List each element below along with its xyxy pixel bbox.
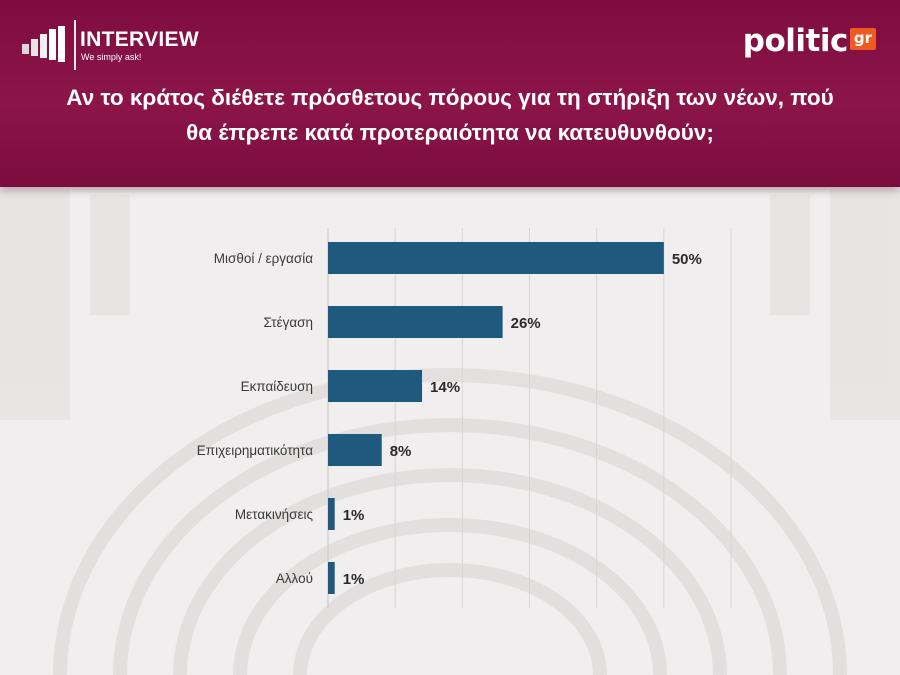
bar-chart-logo-icon	[22, 26, 65, 62]
bar	[328, 562, 335, 594]
bar	[328, 498, 335, 530]
interview-wordmark: INTERVIEW	[80, 28, 199, 51]
interview-logo: INTERVIEW We simply ask!	[22, 20, 222, 70]
category-label: Μισθοί / εργασία	[214, 251, 313, 266]
value-label: 1%	[343, 507, 365, 524]
value-label: 8%	[390, 443, 412, 460]
header-banner: INTERVIEW We simply ask! politic gr Αν τ…	[0, 0, 900, 187]
value-label: 50%	[672, 251, 702, 268]
category-label: Στέγαση	[264, 315, 313, 330]
category-label: Μετακινήσεις	[235, 507, 314, 522]
logo-divider	[74, 20, 76, 70]
chart-title: Αν το κράτος διέθετε πρόσθετους πόρους γ…	[66, 85, 834, 145]
politic-wordmark: politic	[742, 23, 849, 59]
value-label: 26%	[511, 315, 541, 332]
bar	[328, 370, 423, 402]
interview-tagline: We simply ask!	[81, 52, 142, 62]
category-label: Εκπαίδευση	[241, 379, 313, 394]
bar	[328, 306, 503, 338]
category-label: Επιχειρηματικότητα	[197, 443, 313, 458]
category-label: Αλλού	[276, 571, 313, 586]
politic-gr-badge: gr	[849, 28, 876, 50]
politic-logo: politic gr	[743, 24, 876, 64]
value-label: 1%	[343, 571, 365, 588]
bar	[328, 242, 664, 274]
value-label: 14%	[430, 379, 460, 396]
bar	[328, 434, 382, 466]
